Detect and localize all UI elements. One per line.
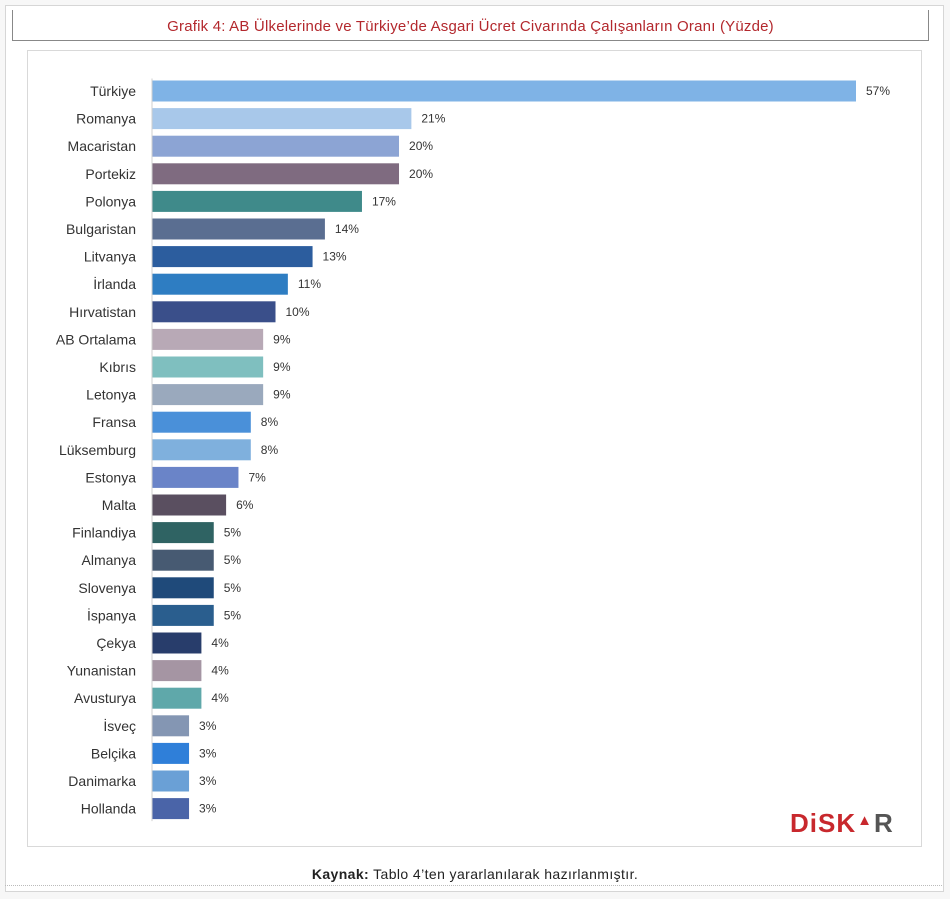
value-label: 13% (323, 250, 347, 264)
source-note: Kaynak: Tablo 4’ten yararlanılarak hazır… (0, 866, 950, 882)
category-label: Polonya (85, 193, 136, 209)
bar-26 (152, 798, 190, 820)
value-label: 57% (866, 84, 890, 98)
value-label: 3% (199, 802, 217, 816)
source-label: Kaynak: (311, 866, 370, 882)
value-label: 6% (236, 498, 254, 512)
bar-4 (152, 190, 362, 212)
category-label: Bulgaristan (66, 221, 136, 237)
category-label: Malta (102, 497, 136, 513)
chart-area: Türkiye 57% Romanya 21% Macaristan 20% Porteki… (27, 50, 922, 847)
category-label: Romanya (76, 111, 136, 127)
value-label: 3% (199, 774, 217, 788)
value-label: 17% (372, 194, 396, 208)
bar-24 (152, 742, 190, 764)
category-label: Estonya (85, 469, 136, 485)
bar-19 (152, 604, 214, 626)
bar-9 (152, 328, 264, 350)
category-label: Kıbrıs (99, 359, 136, 375)
category-label: Fransa (92, 414, 136, 430)
category-label: Portekiz (85, 166, 136, 182)
value-label: 20% (409, 167, 433, 181)
bar-14 (152, 466, 239, 488)
category-label: Türkiye (90, 83, 136, 99)
category-label: Hollanda (81, 801, 136, 817)
bar-15 (152, 494, 227, 516)
bar-11 (152, 384, 264, 406)
bar-22 (152, 687, 202, 709)
bar-13 (152, 439, 251, 461)
bar-2 (152, 135, 400, 157)
value-label: 11% (298, 277, 321, 291)
bar-chart: Türkiye 57% Romanya 21% Macaristan 20% Porteki… (56, 78, 890, 822)
category-label: İsveç (103, 717, 136, 734)
category-label: Litvanya (84, 249, 136, 265)
value-label: 8% (261, 415, 279, 429)
category-label: İrlanda (93, 275, 136, 292)
bar-12 (152, 411, 251, 433)
bar-23 (152, 715, 190, 737)
category-label: Slovenya (78, 580, 136, 596)
category-label: Çekya (96, 635, 136, 651)
bar-3 (152, 163, 400, 185)
chart-title: Grafik 4: AB Ülkelerinde ve Türkiye’de A… (167, 18, 774, 35)
value-label: 3% (199, 719, 217, 733)
value-label: 9% (273, 332, 291, 346)
value-label: 21% (421, 112, 445, 126)
bar-18 (152, 577, 214, 599)
bar-10 (152, 356, 264, 378)
value-label: 5% (224, 553, 242, 567)
bar-21 (152, 660, 202, 682)
divider (5, 885, 942, 886)
value-label: 14% (335, 222, 359, 236)
category-label: Macaristan (68, 138, 136, 154)
category-label: Avusturya (74, 690, 136, 706)
value-label: 3% (199, 746, 217, 760)
category-label: Letonya (86, 387, 136, 403)
category-label: Finlandiya (72, 525, 136, 541)
category-label: Lüksemburg (59, 442, 136, 458)
bar-5 (152, 218, 325, 240)
bar-25 (152, 770, 190, 792)
category-label: Hırvatistan (69, 304, 136, 320)
value-label: 4% (211, 691, 229, 705)
bar-20 (152, 632, 202, 654)
value-label: 9% (273, 360, 291, 374)
logo-text-red: DiSK (790, 808, 857, 838)
category-label: Yunanistan (67, 663, 136, 679)
category-label: Danimarka (68, 773, 136, 789)
value-label: 5% (224, 526, 242, 540)
bar-16 (152, 522, 214, 544)
value-label: 5% (224, 581, 242, 595)
bar-6 (152, 246, 313, 268)
bar-1 (152, 108, 412, 130)
title-bar: Grafik 4: AB Ülkelerinde ve Türkiye’de A… (12, 10, 929, 41)
value-label: 5% (224, 608, 242, 622)
category-label: Almanya (82, 552, 137, 568)
value-label: 9% (273, 388, 291, 402)
value-label: 4% (211, 664, 229, 678)
bar-17 (152, 549, 214, 571)
value-label: 20% (409, 139, 433, 153)
source-text: Tablo 4’ten yararlanılarak hazırlanmıştı… (373, 866, 639, 882)
logo-text-gray: R (873, 808, 894, 838)
value-label: 7% (248, 470, 266, 484)
bar-7 (152, 273, 288, 295)
category-label: İspanya (87, 606, 136, 623)
bar-0 (152, 80, 856, 102)
logo-triangle-icon: ▲ (857, 812, 873, 829)
bar-8 (152, 301, 276, 323)
value-label: 4% (211, 636, 229, 650)
category-label: Belçika (91, 745, 136, 761)
value-label: 8% (261, 443, 279, 457)
category-label: AB Ortalama (56, 331, 136, 347)
value-label: 10% (286, 305, 310, 319)
diskar-logo: DiSK▲R (790, 808, 894, 839)
